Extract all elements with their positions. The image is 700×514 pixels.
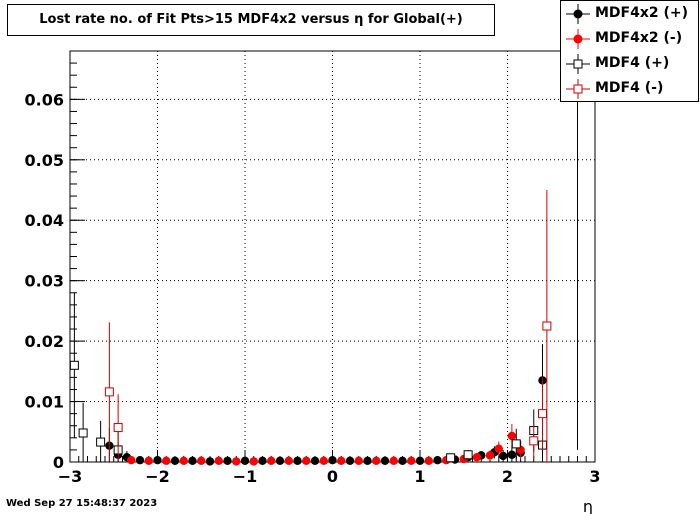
x-axis-title: η	[583, 497, 593, 514]
y-tick-label: 0.05	[25, 151, 64, 170]
data-point-mdf4-minus	[538, 409, 547, 419]
data-point-mdf4x2-minus	[424, 456, 433, 465]
data-point-mdf4x2-minus	[232, 457, 241, 466]
data-point-mdf4x2-minus	[472, 452, 482, 462]
data-point-mdf4x2-minus	[337, 456, 346, 465]
data-point-mdf4x2-minus	[407, 456, 416, 465]
data-point-mdf4x2-plus	[498, 451, 508, 461]
data-point-mdf4x2-plus	[258, 456, 267, 465]
data-point-mdf4x2-plus	[398, 456, 407, 465]
data-point-mdf4x2-plus	[188, 456, 197, 465]
data-point-mdf4-minus	[542, 321, 552, 331]
data-point-mdf4-plus	[96, 437, 106, 447]
data-point-mdf4x2-plus	[135, 455, 145, 465]
legend-entry-mdf4x2-plus: MDF4x2 (+)	[561, 2, 698, 26]
data-point-mdf4x2-plus	[293, 456, 302, 465]
data-point-mdf4x2-minus	[319, 456, 328, 465]
data-point-mdf4x2-minus	[372, 456, 381, 465]
data-point-mdf4x2-plus	[415, 456, 425, 465]
data-point-mdf4x2-minus	[302, 456, 311, 465]
legend-entry-mdf4x2-minus: MDF4x2 (-)	[561, 27, 698, 51]
x-tick-label: 0	[327, 467, 338, 486]
data-point-mdf4x2-minus	[214, 456, 223, 465]
data-point-mdf4-minus	[529, 436, 539, 446]
plot-frame	[69, 50, 596, 463]
data-point-mdf4x2-plus	[433, 455, 442, 465]
data-point-mdf4x2-minus	[267, 456, 276, 465]
data-point-mdf4x2-minus	[162, 456, 171, 465]
data-point-mdf4x2-plus	[507, 450, 517, 459]
legend-label: MDF4 (-)	[595, 80, 664, 96]
x-tick-label: −3	[58, 467, 83, 486]
data-point-mdf4x2-minus	[144, 456, 153, 465]
x-tick-label: 3	[589, 467, 600, 486]
data-point-mdf4x2-plus	[240, 456, 250, 465]
data-point-mdf4x2-plus	[328, 455, 337, 465]
x-tick-label: −1	[233, 467, 258, 486]
data-point-mdf4-plus	[446, 453, 456, 463]
filled-circle-marker-icon	[566, 29, 590, 49]
data-point-mdf4x2-plus	[275, 456, 285, 465]
data-point-mdf4x2-minus	[197, 456, 206, 465]
data-point-mdf4x2-plus	[153, 455, 162, 465]
data-point-mdf4x2-plus	[310, 456, 320, 465]
y-tick-label: 0.01	[25, 393, 64, 412]
y-tick-label: 0.06	[25, 90, 64, 109]
data-point-mdf4x2-minus	[507, 431, 517, 441]
x-tick-label: 1	[414, 467, 425, 486]
data-point-mdf4-minus	[104, 387, 114, 397]
data-point-mdf4x2-minus	[179, 456, 188, 465]
x-tick-label: −2	[145, 467, 170, 486]
data-point-mdf4x2-minus	[389, 456, 398, 465]
legend-entry-mdf4-plus: MDF4 (+)	[561, 52, 698, 76]
legend-label: MDF4 (+)	[595, 55, 670, 71]
data-point-mdf4x2-minus	[354, 456, 363, 465]
legend-label: MDF4x2 (+)	[595, 5, 689, 21]
chart-title: Lost rate no. of Fit Pts>15 MDF4x2 versu…	[39, 12, 463, 27]
data-point-mdf4-minus	[113, 423, 123, 433]
data-point-mdf4x2-plus	[170, 456, 180, 465]
x-tick-label: 2	[502, 467, 513, 486]
data-point-mdf4x2-plus	[345, 456, 355, 465]
data-point-mdf4x2-minus	[127, 455, 136, 465]
y-tick-label: 0.03	[25, 272, 64, 291]
data-point-mdf4x2-minus	[494, 444, 503, 453]
y-tick-label: 0	[53, 453, 64, 472]
open-square-marker-icon	[566, 54, 590, 74]
data-point-mdf4x2-minus	[485, 451, 495, 460]
chart-legend: MDF4x2 (+) MDF4x2 (-) MDF4 (+) MDF4 (-)	[560, 0, 699, 102]
open-square-marker-icon	[566, 79, 590, 99]
data-point-mdf4-plus	[511, 439, 521, 449]
legend-entry-mdf4-minus: MDF4 (-)	[561, 77, 698, 101]
data-point-mdf4-plus	[78, 428, 88, 438]
y-tick-label: 0.04	[25, 211, 64, 230]
y-tick-label: 0.02	[25, 332, 64, 351]
data-point-mdf4x2-plus	[205, 457, 215, 466]
data-point-mdf4-plus	[69, 360, 79, 370]
data-point-mdf4-plus	[463, 450, 473, 460]
timestamp-footer: Wed Sep 27 15:48:37 2023	[6, 498, 158, 509]
data-point-mdf4x2-minus	[249, 457, 258, 466]
data-point-mdf4x2-minus	[284, 456, 293, 465]
filled-circle-marker-icon	[566, 4, 590, 24]
data-point-mdf4x2-plus	[223, 456, 232, 465]
data-point-mdf4x2-plus	[363, 456, 372, 465]
legend-label: MDF4x2 (-)	[595, 30, 683, 46]
data-point-mdf4x2-plus	[380, 456, 390, 465]
chart-title-box: Lost rate no. of Fit Pts>15 MDF4x2 versu…	[7, 4, 495, 36]
